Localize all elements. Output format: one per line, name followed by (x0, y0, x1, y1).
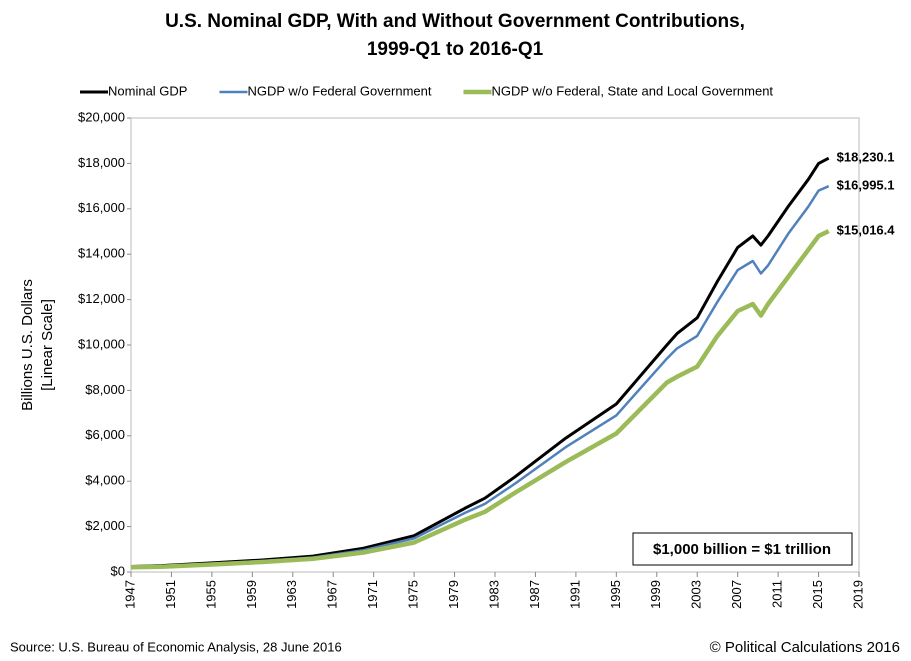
x-tick-label: 1947 (122, 580, 137, 609)
source: Source: U.S. Bureau of Economic Analysis… (10, 639, 342, 654)
y-tick-label: $4,000 (85, 473, 125, 488)
x-tick-label: 2007 (729, 580, 744, 609)
x-tick-label: 1995 (608, 580, 623, 609)
series-line (130, 156, 830, 568)
y-tick-label: $0 (111, 563, 125, 578)
y-label-line: Billions U.S. Dollars (19, 279, 36, 411)
end-label: $18,230.1 (837, 150, 895, 165)
x-tick-label: 1987 (527, 580, 542, 609)
x-tick-label: 1959 (244, 580, 259, 609)
x-tick-label: 1991 (567, 580, 582, 609)
y-label: Billions U.S. Dollars [Linear Scale] (19, 279, 56, 411)
legend-label: NGDP w/o Federal Government (247, 83, 431, 98)
x-tick-label: 1979 (446, 580, 461, 609)
x-tick-label: 1971 (365, 580, 380, 609)
x-tick-label: 2003 (689, 580, 704, 609)
y-tick-label: $18,000 (78, 155, 125, 170)
x-tick-label: 1955 (203, 580, 218, 609)
annotation-box (632, 532, 853, 566)
x-tick-label: 2011 (770, 580, 785, 608)
chart-title: 1999-Q1 to 2016-Q1 (367, 39, 544, 60)
y-tick-label: $14,000 (78, 246, 125, 261)
credit: © Political Calculations 2016 (710, 639, 900, 656)
y-label-line: [Linear Scale] (39, 299, 56, 391)
y-tick-label: $16,000 (78, 200, 125, 215)
x-tick-label: 1975 (406, 580, 421, 609)
end-label: $16,995.1 (837, 178, 895, 193)
x-tick-label: 1967 (325, 580, 340, 609)
legend-label: NGDP w/o Federal, State and Local Govern… (491, 83, 773, 98)
y-tick-label: $20,000 (78, 109, 125, 124)
y-tick-label: $12,000 (78, 291, 125, 306)
x-tick-label: 1951 (163, 580, 178, 609)
y-tick-label: $6,000 (85, 427, 125, 442)
y-tick-label: $8,000 (85, 382, 125, 397)
end-label: $15,016.4 (837, 223, 896, 238)
x-tick-label: 2015 (810, 580, 825, 609)
legend-label: Nominal GDP (108, 83, 187, 98)
x-tick-label: 2019 (850, 580, 865, 609)
x-tick-label: 1999 (648, 580, 663, 609)
y-tick-label: $10,000 (78, 336, 125, 351)
y-tick-label: $2,000 (85, 518, 125, 533)
series-line (130, 185, 830, 569)
x-tick-label: 1983 (486, 580, 501, 609)
series-line (130, 229, 830, 570)
chart-title: U.S. Nominal GDP, With and Without Gover… (165, 11, 745, 32)
x-tick-label: 1963 (284, 580, 299, 609)
annotation: $1,000 billion = $1 trillion (653, 541, 831, 558)
